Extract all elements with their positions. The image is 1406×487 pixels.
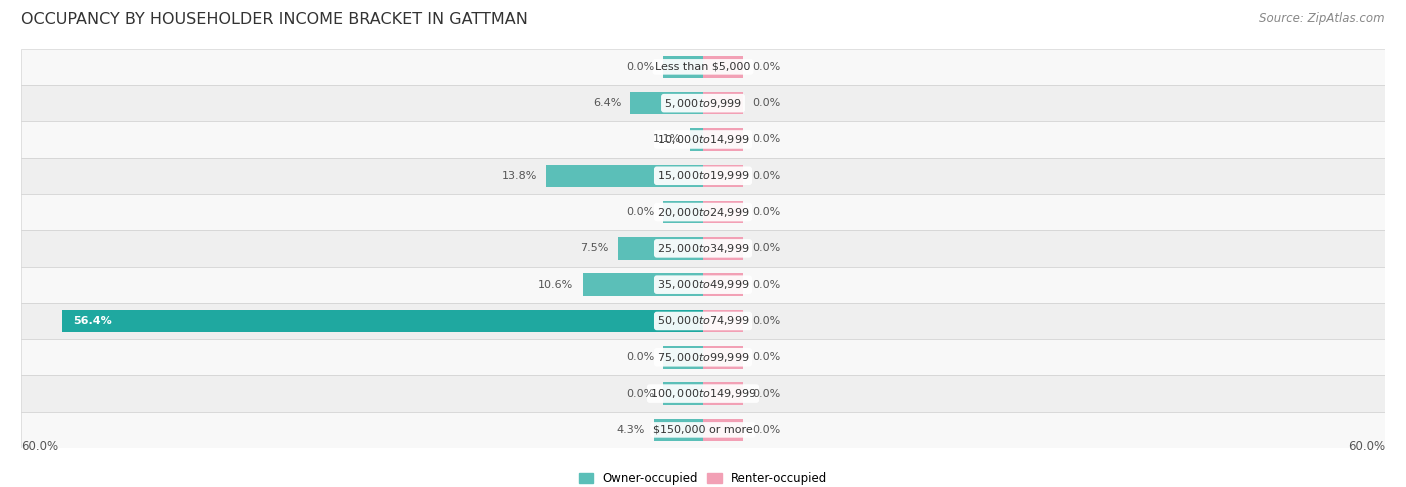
Text: $75,000 to $99,999: $75,000 to $99,999: [657, 351, 749, 364]
Bar: [703, 419, 742, 441]
Bar: [690, 128, 703, 150]
Text: 10.6%: 10.6%: [538, 280, 574, 290]
Bar: [630, 92, 703, 114]
Bar: [703, 201, 742, 224]
Bar: [21, 266, 1385, 303]
Text: $50,000 to $74,999: $50,000 to $74,999: [657, 315, 749, 327]
Text: 0.0%: 0.0%: [752, 62, 780, 72]
Bar: [703, 273, 742, 296]
Text: 0.0%: 0.0%: [626, 352, 654, 362]
Bar: [21, 121, 1385, 158]
Text: 56.4%: 56.4%: [73, 316, 112, 326]
Text: Less than $5,000: Less than $5,000: [655, 62, 751, 72]
Bar: [703, 310, 742, 332]
Text: 60.0%: 60.0%: [21, 440, 58, 453]
Text: $20,000 to $24,999: $20,000 to $24,999: [657, 206, 749, 219]
Text: 0.0%: 0.0%: [752, 98, 780, 108]
Bar: [21, 49, 1385, 85]
Bar: [21, 194, 1385, 230]
Text: 0.0%: 0.0%: [752, 134, 780, 145]
Text: 1.1%: 1.1%: [654, 134, 682, 145]
Bar: [21, 339, 1385, 375]
Bar: [703, 56, 742, 78]
Text: $35,000 to $49,999: $35,000 to $49,999: [657, 278, 749, 291]
Bar: [664, 56, 703, 78]
Text: 0.0%: 0.0%: [752, 171, 780, 181]
Text: $150,000 or more: $150,000 or more: [654, 425, 752, 435]
Bar: [703, 92, 742, 114]
Bar: [703, 382, 742, 405]
Bar: [617, 237, 703, 260]
Bar: [21, 375, 1385, 412]
Text: 60.0%: 60.0%: [1348, 440, 1385, 453]
Text: $15,000 to $19,999: $15,000 to $19,999: [657, 169, 749, 182]
Text: 0.0%: 0.0%: [752, 352, 780, 362]
Bar: [664, 201, 703, 224]
Text: 6.4%: 6.4%: [593, 98, 621, 108]
Text: 13.8%: 13.8%: [502, 171, 537, 181]
Text: 7.5%: 7.5%: [581, 244, 609, 253]
Text: 0.0%: 0.0%: [752, 280, 780, 290]
Text: 0.0%: 0.0%: [626, 62, 654, 72]
Legend: Owner-occupied, Renter-occupied: Owner-occupied, Renter-occupied: [574, 468, 832, 487]
Text: 0.0%: 0.0%: [752, 244, 780, 253]
Text: $10,000 to $14,999: $10,000 to $14,999: [657, 133, 749, 146]
Text: 0.0%: 0.0%: [626, 207, 654, 217]
Bar: [546, 165, 703, 187]
Text: 0.0%: 0.0%: [752, 316, 780, 326]
Bar: [582, 273, 703, 296]
Text: 0.0%: 0.0%: [752, 425, 780, 435]
Text: 0.0%: 0.0%: [752, 389, 780, 398]
Bar: [21, 85, 1385, 121]
Text: 0.0%: 0.0%: [626, 389, 654, 398]
Text: $100,000 to $149,999: $100,000 to $149,999: [650, 387, 756, 400]
Bar: [703, 346, 742, 369]
Text: $25,000 to $34,999: $25,000 to $34,999: [657, 242, 749, 255]
Bar: [62, 310, 703, 332]
Bar: [664, 382, 703, 405]
Bar: [21, 230, 1385, 266]
Bar: [21, 303, 1385, 339]
Bar: [664, 346, 703, 369]
Text: OCCUPANCY BY HOUSEHOLDER INCOME BRACKET IN GATTMAN: OCCUPANCY BY HOUSEHOLDER INCOME BRACKET …: [21, 12, 529, 27]
Bar: [703, 237, 742, 260]
Text: 0.0%: 0.0%: [752, 207, 780, 217]
Bar: [21, 412, 1385, 448]
Text: 4.3%: 4.3%: [617, 425, 645, 435]
Text: Source: ZipAtlas.com: Source: ZipAtlas.com: [1260, 12, 1385, 25]
Bar: [21, 158, 1385, 194]
Bar: [703, 128, 742, 150]
Bar: [654, 419, 703, 441]
Text: $5,000 to $9,999: $5,000 to $9,999: [664, 96, 742, 110]
Bar: [703, 165, 742, 187]
